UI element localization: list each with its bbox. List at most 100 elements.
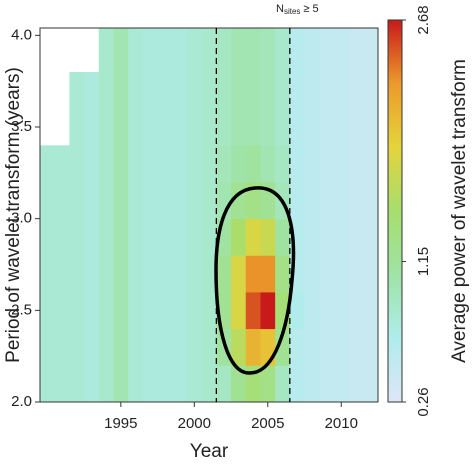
heat-cell — [348, 328, 364, 366]
x-tick-label: 1995 — [104, 415, 137, 432]
heat-cell — [275, 365, 291, 402]
heat-cell — [84, 108, 100, 146]
heat-cell — [363, 218, 378, 256]
heat-cell — [69, 292, 85, 330]
heat-cell — [245, 255, 261, 293]
heat-cell — [98, 255, 114, 293]
heat-cell — [201, 255, 217, 293]
heat-cell — [113, 218, 129, 256]
colorbar-label: Average power of wavelet transform — [449, 59, 470, 363]
heat-cell — [319, 72, 335, 110]
heat-cell — [260, 292, 276, 330]
heat-cell — [186, 182, 203, 220]
heat-cell — [54, 182, 70, 220]
heat-cell — [157, 108, 173, 146]
heat-cell — [186, 255, 203, 293]
heat-cell — [231, 292, 247, 330]
x-tick-label: 2005 — [251, 415, 284, 432]
heat-cell — [304, 328, 320, 366]
heat-cell — [363, 255, 378, 293]
heat-cell — [84, 72, 100, 110]
colorbar — [387, 19, 403, 403]
heat-cell — [363, 145, 378, 183]
heat-cell — [216, 365, 232, 402]
heat-cell — [231, 145, 247, 183]
heat-cell — [54, 255, 70, 293]
heat-cell — [128, 292, 144, 330]
heat-cell — [319, 182, 335, 220]
heat-cell — [231, 28, 247, 73]
heat-cell — [304, 365, 320, 402]
heat-cell — [98, 108, 114, 146]
heat-cell — [201, 365, 217, 402]
heat-cell — [142, 218, 158, 256]
heat-cell — [304, 218, 320, 256]
heat-cell — [216, 72, 232, 110]
heat-cell — [363, 182, 378, 220]
heat-cell — [157, 292, 173, 330]
heat-cell — [348, 145, 364, 183]
heat-cell — [98, 72, 114, 110]
heat-cell — [172, 182, 188, 220]
heat-cell — [304, 28, 320, 73]
heat-cell — [113, 145, 129, 183]
heat-cell — [201, 292, 217, 330]
heat-cell — [172, 292, 188, 330]
heat-cell — [142, 108, 158, 146]
heat-cell — [275, 255, 291, 293]
heat-cell — [245, 328, 261, 366]
heat-cell — [260, 365, 276, 402]
heat-cell — [275, 328, 291, 366]
heat-cell — [304, 108, 320, 146]
heat-cell — [348, 218, 364, 256]
heat-cell — [319, 145, 335, 183]
heat-cell — [98, 328, 114, 366]
annotation-main: N — [276, 3, 284, 15]
heat-cell — [172, 145, 188, 183]
heat-cell — [304, 292, 320, 330]
heat-cell — [128, 255, 144, 293]
heat-cell — [348, 108, 364, 146]
heat-cell — [142, 365, 158, 402]
heat-cell — [333, 365, 350, 402]
heat-cell — [333, 255, 350, 293]
heat-cell — [245, 28, 261, 73]
heat-cell — [98, 145, 114, 183]
heat-cell — [69, 108, 85, 146]
heat-cell — [113, 108, 129, 146]
colorbar-tick-label: 2.68 — [415, 5, 432, 34]
heat-cell — [54, 365, 70, 402]
heat-cell — [186, 28, 203, 73]
heat-cell — [333, 145, 350, 183]
heat-cell — [216, 255, 232, 293]
heat-cell — [157, 72, 173, 110]
heat-cell — [289, 108, 305, 146]
heat-cell — [69, 182, 85, 220]
heat-cell — [260, 145, 276, 183]
heat-cell — [289, 182, 305, 220]
heat-cell — [157, 182, 173, 220]
heat-cell — [69, 218, 85, 256]
heat-cell — [348, 365, 364, 402]
heat-cell — [128, 72, 144, 110]
heat-cell — [84, 145, 100, 183]
heat-cell — [363, 292, 378, 330]
heat-cell — [142, 255, 158, 293]
heat-cell — [333, 328, 350, 366]
heat-cell — [201, 328, 217, 366]
heat-cell — [319, 28, 335, 73]
annotation-rest: ≥ 5 — [303, 3, 318, 15]
heat-cell — [201, 28, 217, 73]
heat-cell — [157, 328, 173, 366]
heat-cell — [40, 145, 56, 183]
heat-cell — [128, 218, 144, 256]
heat-cell — [260, 218, 276, 256]
heat-cell — [172, 365, 188, 402]
heat-cell — [231, 218, 247, 256]
heat-cell — [260, 328, 276, 366]
y-axis-label: Period of wavelet transform (years) — [3, 67, 24, 363]
heat-cell — [113, 292, 129, 330]
heat-cell — [142, 182, 158, 220]
heat-cell — [98, 218, 114, 256]
